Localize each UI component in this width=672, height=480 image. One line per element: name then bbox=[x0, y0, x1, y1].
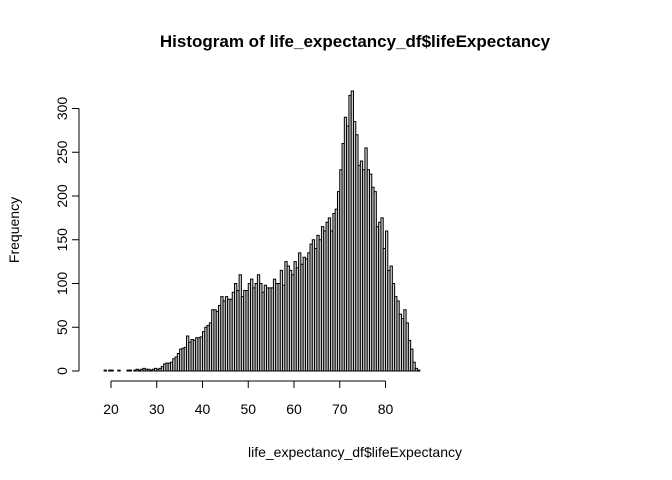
y-tick-label: 250 bbox=[54, 140, 70, 164]
histogram-bar bbox=[110, 369, 114, 372]
chart-title: Histogram of life_expectancy_df$lifeExpe… bbox=[160, 32, 551, 51]
y-tick-label: 0 bbox=[54, 367, 70, 375]
y-axis-label: Frequency bbox=[6, 197, 22, 263]
x-tick-label: 20 bbox=[103, 401, 119, 417]
histogram-bar bbox=[128, 369, 133, 372]
y-axis: 0 50 100 150 200 250 300 bbox=[54, 97, 80, 375]
histogram-bar bbox=[417, 369, 421, 372]
x-tick-label: 40 bbox=[195, 401, 211, 417]
histogram-bar bbox=[410, 348, 414, 372]
y-tick-label: 50 bbox=[54, 319, 70, 335]
histogram-bar bbox=[103, 369, 107, 372]
x-tick-label: 30 bbox=[149, 401, 165, 417]
y-tick-label: 150 bbox=[54, 228, 70, 252]
x-tick-label: 60 bbox=[286, 401, 302, 417]
x-axis: 20 30 40 50 60 70 80 bbox=[103, 380, 394, 417]
y-tick-label: 300 bbox=[54, 97, 70, 121]
x-axis-label: life_expectancy_df$lifeExpectancy bbox=[248, 444, 462, 460]
histogram-bar bbox=[117, 369, 121, 372]
histogram-bars bbox=[103, 90, 421, 372]
histogram-bar bbox=[412, 361, 416, 372]
y-tick-label: 200 bbox=[54, 184, 70, 208]
x-tick-label: 50 bbox=[240, 401, 256, 417]
x-tick-label: 70 bbox=[332, 401, 348, 417]
y-tick-label: 100 bbox=[54, 272, 70, 296]
x-tick-label: 80 bbox=[378, 401, 394, 417]
